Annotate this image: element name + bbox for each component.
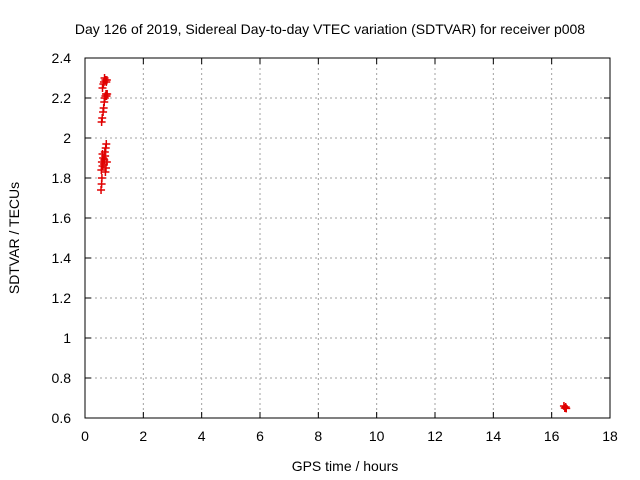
data-point [102, 164, 110, 172]
x-tick-label: 8 [314, 428, 322, 444]
data-points [97, 74, 571, 413]
y-axis-label: SDTVAR / TECUs [6, 182, 22, 294]
data-point [98, 114, 107, 122]
data-point [103, 90, 112, 98]
y-tick-label: 1 [63, 330, 71, 346]
x-tick-label: 12 [427, 428, 443, 444]
data-point [102, 140, 111, 148]
x-tick-label: 0 [81, 428, 89, 444]
y-tick-label: 2 [63, 130, 71, 146]
y-tick-label: 0.8 [52, 370, 72, 386]
x-tick-label: 2 [139, 428, 147, 444]
y-tick-label: 1.6 [52, 210, 72, 226]
data-point [101, 152, 110, 160]
y-tick-label: 1.4 [52, 250, 72, 266]
data-point [102, 158, 111, 166]
x-tick-label: 16 [544, 428, 560, 444]
y-tick-label: 1.8 [52, 170, 72, 186]
gridlines [85, 58, 610, 418]
y-tick-label: 0.6 [52, 410, 72, 426]
chart-title: Day 126 of 2019, Sidereal Day-to-day VTE… [75, 21, 585, 37]
x-tick-label: 4 [198, 428, 206, 444]
axis-ticks: 0 2 4 6 8 10 12 14 16 18 0.6 0.8 1 1.2 1.4 1.6 1.8 2 2.2 2.… [52, 50, 618, 444]
y-tick-label: 2.2 [52, 90, 72, 106]
y-tick-label: 1.2 [52, 290, 72, 306]
data-point [97, 166, 106, 174]
x-tick-label: 6 [256, 428, 264, 444]
data-point [562, 404, 571, 413]
x-tick-label: 18 [602, 428, 618, 444]
plot-border [84, 57, 611, 419]
data-point [102, 76, 111, 84]
x-tick-label: 10 [369, 428, 385, 444]
x-axis-label: GPS time / hours [292, 458, 399, 474]
data-point [97, 174, 106, 182]
data-point [98, 84, 107, 92]
y-tick-label: 2.4 [52, 50, 72, 66]
x-tick-label: 14 [486, 428, 502, 444]
